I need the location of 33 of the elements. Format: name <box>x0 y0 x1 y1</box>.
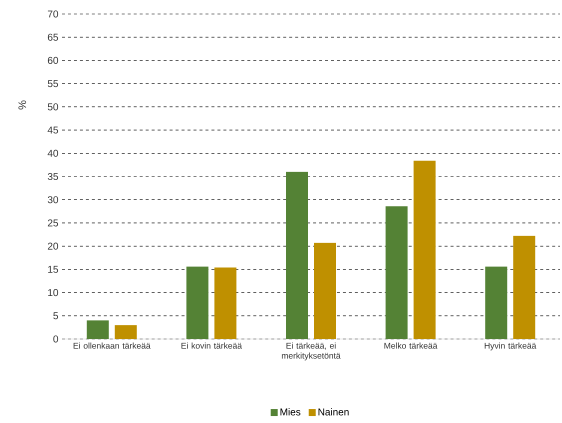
x-tick-label: Ei ollenkaan tärkeää <box>74 342 151 349</box>
bar <box>186 266 208 339</box>
x-tick-label: Hyvin tärkeää <box>484 342 536 350</box>
bar <box>86 320 109 339</box>
legend-label: Nainen <box>318 408 349 416</box>
bar <box>485 266 508 339</box>
bar <box>286 172 308 339</box>
y-tick-label: 60 <box>48 56 58 64</box>
legend-label: Mies <box>280 408 300 416</box>
y-tick-label: 20 <box>48 242 58 250</box>
y-tick-label: 45 <box>48 126 58 134</box>
bar <box>114 325 137 339</box>
y-tick-label: 40 <box>48 150 58 157</box>
bar <box>513 236 536 339</box>
y-tick-label: 65 <box>48 34 58 41</box>
y-tick-label: 35 <box>48 172 58 180</box>
x-tick-label: Ei tärkeää, ei merkityksetöntä <box>282 342 341 360</box>
bar <box>414 160 436 339</box>
x-tick-label: Melko tärkeää <box>384 342 438 349</box>
bar <box>386 206 408 339</box>
y-tick-label: 0 <box>53 335 58 343</box>
y-tick-label: 10 <box>48 289 58 296</box>
y-tick-label: 55 <box>48 80 58 88</box>
bar <box>314 242 336 339</box>
x-tick-label: Ei kovin tärkeää <box>181 342 242 349</box>
y-tick-label: 70 <box>48 10 58 18</box>
y-tick-label: 25 <box>48 219 58 226</box>
bar <box>214 268 236 339</box>
y-axis-title: % <box>18 100 26 110</box>
y-tick-label: 5 <box>53 312 58 320</box>
y-tick-label: 30 <box>48 196 58 204</box>
y-tick-label: 50 <box>48 103 58 110</box>
y-tick-label: 15 <box>48 266 58 273</box>
